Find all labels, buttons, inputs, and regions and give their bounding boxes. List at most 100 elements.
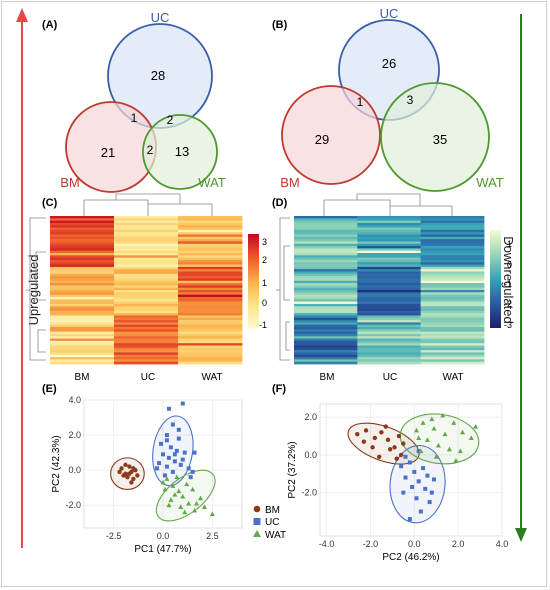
pca-e-point-uc xyxy=(192,450,197,455)
heatmap-cell xyxy=(114,234,179,238)
pca-e-point-wat xyxy=(192,507,198,513)
heatmap-cell xyxy=(420,322,485,326)
pca-f-point-bm xyxy=(383,424,388,429)
heatmap-cell xyxy=(178,222,243,226)
heatmap-cell xyxy=(114,313,179,316)
heatmap-cell xyxy=(178,287,243,291)
heatmap-cell xyxy=(178,269,243,272)
heatmap-cell xyxy=(357,301,422,305)
heatmap-cell xyxy=(114,250,179,254)
heatmap-cell xyxy=(178,345,243,349)
pca-f-point-bm xyxy=(370,445,375,450)
heatmap-cell xyxy=(178,315,243,319)
venn-b-wat-label: WAT xyxy=(476,175,503,190)
heatmap-cell xyxy=(357,273,422,277)
heatmap-cell xyxy=(357,303,422,307)
heatmap-cell xyxy=(357,243,422,247)
pca-f-point-uc xyxy=(407,460,412,465)
pca-f-point-wat xyxy=(429,416,435,422)
pca-e-point-bm xyxy=(127,464,132,469)
pca-e-ellipse-uc xyxy=(152,415,194,487)
heatmap-cell xyxy=(420,262,485,265)
heatmap-cell xyxy=(50,259,115,263)
pca-f-point-uc xyxy=(410,484,415,489)
heatmap-cell xyxy=(50,290,115,293)
heatmap-cell xyxy=(50,301,115,305)
pca-f-xtick-label: 0.0 xyxy=(408,539,421,549)
pca-e-point-uc xyxy=(180,457,185,462)
heatmap-cell xyxy=(50,292,115,296)
heatmap-cell xyxy=(178,336,243,339)
heatmap-cell xyxy=(357,333,422,337)
heatmap-cell xyxy=(114,345,179,349)
venn-a-bm-only: 21 xyxy=(101,145,115,160)
pca-f-xtick-label: -2.0 xyxy=(363,539,379,549)
heatmap-cell xyxy=(357,336,422,339)
heatmap-cell xyxy=(114,361,179,365)
pca-e-xtick-label: 2.5 xyxy=(206,531,219,541)
heatmap-cell xyxy=(357,310,422,314)
heatmap-cell xyxy=(114,306,179,309)
heatmap-cell xyxy=(50,329,115,333)
venn-b-wat-only: 35 xyxy=(433,132,447,147)
pca-e-point-wat xyxy=(190,486,196,492)
heatmap-cell xyxy=(50,331,115,335)
heatmap-cell xyxy=(294,292,358,296)
pca-f-point-bm xyxy=(396,433,402,439)
heatmap-cell xyxy=(294,220,358,224)
pca-f-point-uc xyxy=(418,509,423,514)
heatmap-cell xyxy=(114,253,179,256)
heatmap-cell xyxy=(357,340,422,344)
pca-f-point-uc xyxy=(401,490,406,495)
heatmap-d-col-bm: BM xyxy=(320,372,335,383)
heatmap-cell xyxy=(420,299,485,302)
pca-e-point-bm xyxy=(131,476,136,482)
venn-a-wat-circle xyxy=(142,114,218,190)
heatmap-cell xyxy=(114,269,179,272)
heatmap-cell xyxy=(357,241,422,245)
heatmap-cell xyxy=(420,248,485,252)
heatmap-cell xyxy=(178,243,243,247)
heatmap-cell xyxy=(357,322,422,326)
heatmap-cell xyxy=(294,225,358,228)
pca-f-point-wat xyxy=(446,446,452,452)
heatmap-cell xyxy=(294,350,358,353)
heatmap-cell xyxy=(357,320,422,323)
heatmap-cell xyxy=(420,264,485,268)
heatmap-cell xyxy=(294,333,358,337)
pca-f-ytick-label: 2.0 xyxy=(304,412,317,422)
heatmap-cell xyxy=(178,273,243,277)
heatmap-cell xyxy=(420,222,485,226)
heatmap-cell xyxy=(357,345,422,349)
heatmap-cell xyxy=(114,322,179,326)
heatmap-cell xyxy=(357,347,422,351)
heatmap-cell xyxy=(178,296,243,300)
heatmap-cell xyxy=(178,359,243,363)
heatmap-cell xyxy=(114,357,179,360)
heatmap-cell xyxy=(114,299,179,302)
legend-wat-marker xyxy=(253,530,261,537)
heatmap-cell xyxy=(114,359,179,363)
heatmap-cell xyxy=(294,273,358,277)
heatmap-cell xyxy=(50,315,115,319)
pca-f-point-uc xyxy=(421,466,426,471)
pca-f-point-wat xyxy=(420,420,426,425)
pca-e-point-uc xyxy=(188,475,193,480)
heatmap-cell xyxy=(357,255,422,259)
heatmap-cell xyxy=(294,308,358,312)
heatmap-cell xyxy=(294,243,358,247)
heatmap-cell xyxy=(420,273,485,277)
heatmap-cell xyxy=(178,232,243,235)
heatmap-cell xyxy=(420,303,485,307)
heatmap-cell xyxy=(294,269,358,272)
heatmap-cell xyxy=(114,294,179,298)
heatmap-cell xyxy=(178,271,243,275)
heatmap-cell xyxy=(178,299,243,302)
heatmap-cell xyxy=(178,285,243,289)
heatmap-cell xyxy=(114,347,179,351)
heatmap-cell xyxy=(420,225,485,228)
heatmap-cell xyxy=(178,317,243,321)
pca-f-point-bm xyxy=(363,428,369,433)
heatmap-cell xyxy=(178,306,243,309)
